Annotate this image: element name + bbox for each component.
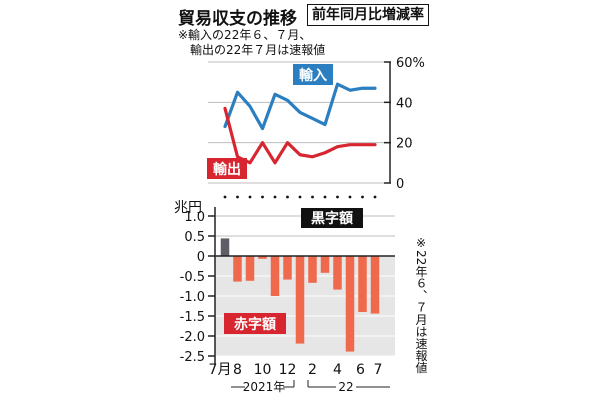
surplus-bar [220,238,230,256]
bar-y-tick-label: 1.0 [184,210,205,225]
bar-y-tick-label: -2.5 [180,350,205,365]
month-dot [373,195,377,199]
bar-x-tick-label: 12 [279,362,297,378]
deficit-bar [295,256,305,344]
line-point-imports [373,87,377,90]
year-label-bg-2021 [245,379,283,394]
line-point-exports [236,155,239,158]
bar-y-tick-label: 0.5 [184,230,205,245]
line-point-exports [298,153,302,156]
line-y-tick-label: 60% [396,56,425,71]
month-dot [361,195,364,199]
line-point-exports [348,143,352,146]
line-point-imports [323,123,327,126]
year-label-22: 22 [338,380,353,394]
month-dot [261,195,264,199]
line-point-exports [286,141,289,144]
month-dot [323,195,327,199]
top-note-line-2: 輸出の22年７月は速報値 [190,43,326,57]
deficit-label-box [224,313,286,334]
deficit-bar [320,256,330,273]
deficit-bar [308,256,317,283]
month-dot [311,195,314,199]
imports-label-box [293,64,333,85]
month-dot [336,195,339,199]
line-point-imports [286,99,289,102]
line-point-imports [223,125,227,128]
deficit-bar [370,256,380,314]
line-point-imports [348,89,352,92]
line-point-imports [273,93,277,96]
line-point-exports [311,155,314,158]
deficit-bar [233,256,242,282]
surplus-label-box [301,208,363,228]
bar-x-tick-label: 4 [333,362,342,378]
line-point-imports [336,82,339,86]
deficit-bar [333,256,342,290]
year-label-2021: 2021年 [243,380,286,394]
line-point-exports [373,143,377,146]
deficit-panel-background [215,256,395,356]
line-point-exports [336,145,339,148]
line-point-imports [248,105,252,108]
line-point-exports [248,161,252,165]
line-point-exports [323,151,327,154]
line-y-tick-label: 40 [396,96,413,111]
line-y-tick-label: 20 [396,137,413,152]
line-point-exports [261,141,264,144]
month-dot [236,195,239,199]
month-dot [223,195,227,199]
line-point-imports [298,111,302,114]
bar-x-tick-label: 7月 [209,362,232,378]
deficit-bar [245,256,255,281]
imports-label: 輸入 [299,67,327,84]
line-point-exports [361,143,364,146]
bar-x-tick-label: 7 [374,362,383,378]
bar-y-tick-label: 0 [197,250,205,265]
month-dot [298,195,302,199]
month-dot [273,195,277,199]
chart-title: 貿易収支の推移 [178,9,297,29]
exports-label-box [207,158,247,179]
deficit-bar [345,256,355,352]
year-label-bg-22 [336,379,356,394]
top-note-line-1: ※輸入の22年６、７月、 [178,28,312,42]
deficit-bar [358,256,367,312]
top-note: ※輸入の22年６、７月、 輸出の22年７月は速報値 [178,28,325,58]
bar-y-tick-label: -1.5 [180,310,205,325]
bar-x-tick-label: 2 [308,362,317,378]
line-point-imports [361,87,364,90]
deficit-bar [258,256,267,259]
deficit-label: 赤字額 [234,316,276,333]
bar-y-tick-label: -0.5 [180,270,205,285]
bar-x-tick-label: 6 [356,362,365,378]
bar-y-tick-label: -2.0 [180,330,205,345]
line-point-imports [261,127,264,130]
chart-subtitle-box: 前年同月比増減率 [307,4,429,26]
bar-x-tick-label: 10 [254,362,272,378]
line-point-exports [273,161,277,165]
deficit-bar [283,256,292,280]
exports-label: 輸出 [213,161,241,178]
line-point-imports [236,91,239,94]
surplus-label: 黒字額 [311,210,353,227]
bar-x-tick-label: 8 [233,362,242,378]
line-point-exports [223,107,227,110]
line-y-tick-label: 0 [396,177,404,192]
vertical-note: ※22年６、７月は速報値 [414,236,428,374]
deficit-bar [270,256,280,296]
month-dot [348,195,352,199]
month-dot [286,195,289,199]
bar-y-tick-label: -1.0 [180,290,205,305]
line-point-imports [311,117,314,120]
line-series-imports [223,82,377,131]
month-dot [248,195,252,199]
bar-unit-label: 兆円 [174,200,202,216]
